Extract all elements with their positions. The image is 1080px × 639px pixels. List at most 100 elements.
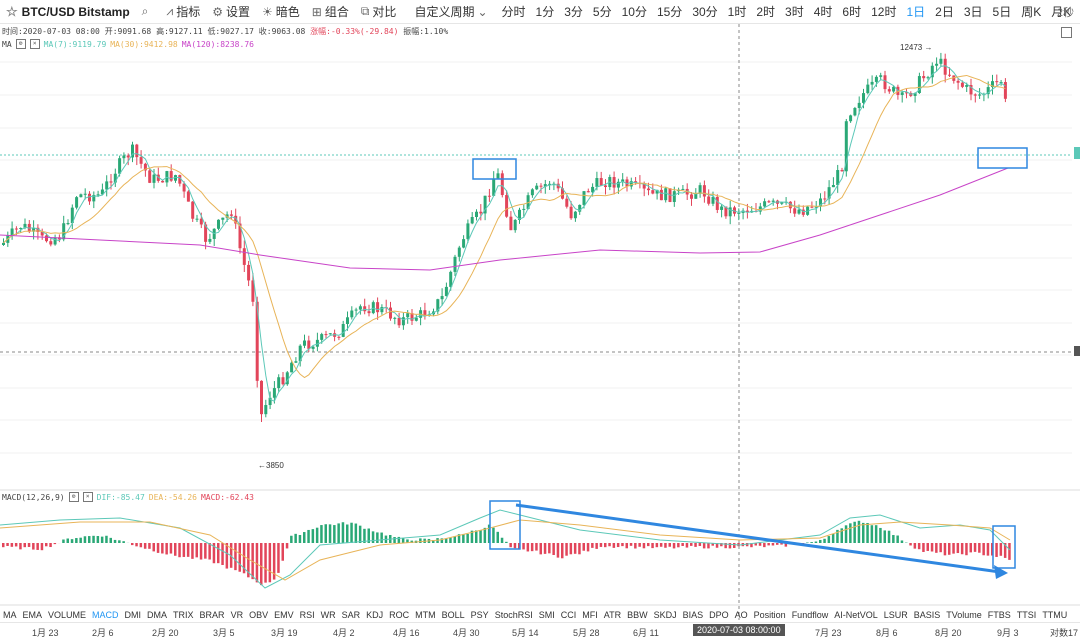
macd-bar <box>656 543 659 547</box>
candle <box>875 77 878 82</box>
macd-bar <box>995 543 998 557</box>
indicator-tab-24[interactable]: BBW <box>624 610 651 620</box>
ma-lines <box>0 66 1008 402</box>
indicator-tab-18[interactable]: PSY <box>468 610 492 620</box>
indicator-tab-32[interactable]: LSUR <box>881 610 911 620</box>
macd-bar <box>535 543 538 551</box>
candle <box>901 92 904 95</box>
candle <box>716 197 719 210</box>
candle <box>67 223 70 224</box>
indicator-tab-28[interactable]: AO <box>732 610 751 620</box>
indicator-tab-19[interactable]: StochRSI <box>492 610 536 620</box>
date-tick-1: 2月 6 <box>92 626 114 639</box>
candle <box>509 217 512 230</box>
macd-bar <box>307 530 310 543</box>
macd-bar <box>699 543 702 546</box>
macd-bar <box>982 543 985 555</box>
indicator-tab-4[interactable]: DMI <box>122 610 145 620</box>
candle <box>978 94 981 95</box>
indicator-tab-8[interactable]: VR <box>228 610 247 620</box>
macd-bar <box>600 543 603 547</box>
candle <box>15 228 18 229</box>
indicator-tab-0[interactable]: MA <box>0 610 20 620</box>
indicator-tab-6[interactable]: TRIX <box>170 610 197 620</box>
date-tick-2: 2月 20 <box>152 626 179 639</box>
macd-bar <box>234 543 237 570</box>
indicator-tab-13[interactable]: SAR <box>339 610 364 620</box>
indicator-tab-5[interactable]: DMA <box>144 610 170 620</box>
macd-bar <box>135 543 138 546</box>
indicator-tab-34[interactable]: TVolume <box>943 610 985 620</box>
candle <box>458 248 461 257</box>
date-tick-9: 5月 28 <box>573 626 600 639</box>
macd-bar <box>703 543 706 548</box>
indicator-tab-25[interactable]: SKDJ <box>651 610 680 620</box>
macd-bar <box>918 543 921 549</box>
candle <box>798 210 801 214</box>
macd-bar <box>630 543 633 546</box>
macd-bar <box>686 543 689 548</box>
macd-bar <box>221 543 224 565</box>
indicator-tab-27[interactable]: DPO <box>706 610 732 620</box>
indicator-tab-21[interactable]: CCI <box>558 610 580 620</box>
candle <box>105 181 108 189</box>
indicator-tab-23[interactable]: ATR <box>601 610 624 620</box>
candle <box>97 194 100 195</box>
candle <box>273 388 276 398</box>
candle <box>466 223 469 239</box>
candle <box>79 194 82 197</box>
candle <box>540 186 543 187</box>
indicator-tab-30[interactable]: Fundflow <box>789 610 832 620</box>
macd-bar <box>957 543 960 553</box>
indicator-tab-22[interactable]: MFI <box>579 610 601 620</box>
macd-bar <box>75 538 78 543</box>
scale-label[interactable]: 对数17 <box>1050 626 1078 639</box>
macd-bar <box>892 535 895 543</box>
candle <box>497 173 500 178</box>
indicator-tab-37[interactable]: TTMU <box>1039 610 1070 620</box>
indicator-tab-14[interactable]: KDJ <box>363 610 386 620</box>
indicator-tab-1[interactable]: EMA <box>20 610 46 620</box>
macd-bar <box>316 528 319 543</box>
macd-bar <box>613 543 616 548</box>
candle <box>939 59 942 64</box>
macd-bar <box>587 543 590 551</box>
candle <box>832 185 835 187</box>
indicator-tab-9[interactable]: OBV <box>246 610 271 620</box>
candle <box>651 190 654 193</box>
candle <box>346 317 349 324</box>
ma120-line <box>0 168 1008 270</box>
indicator-tab-31[interactable]: AI-NetVOL <box>831 610 881 620</box>
indicator-tab-15[interactable]: ROC <box>386 610 412 620</box>
candle <box>583 191 586 205</box>
indicator-tab-12[interactable]: WR <box>318 610 339 620</box>
macd-bar <box>849 523 852 543</box>
indicator-tab-29[interactable]: Position <box>751 610 789 620</box>
macd-bar <box>974 543 977 552</box>
indicator-tab-33[interactable]: BASIS <box>911 610 944 620</box>
macd-bar <box>114 540 117 543</box>
candle <box>337 337 340 338</box>
indicator-tab-10[interactable]: EMV <box>271 610 297 620</box>
indicator-tab-11[interactable]: RSI <box>297 610 318 620</box>
macd-bar <box>815 542 818 543</box>
highlight-box <box>473 159 516 179</box>
macd-bar <box>509 543 512 547</box>
indicator-tab-35[interactable]: FTBS <box>985 610 1014 620</box>
indicator-tab-26[interactable]: BIAS <box>680 610 707 620</box>
low-annotation: ←3850 <box>258 461 284 470</box>
candle <box>595 178 598 187</box>
indicator-tab-20[interactable]: SMI <box>536 610 558 620</box>
macd-bar <box>944 543 947 555</box>
macd-bar <box>6 543 9 546</box>
indicator-tab-7[interactable]: BRAR <box>197 610 228 620</box>
indicator-tab-36[interactable]: TTSI <box>1014 610 1040 620</box>
candle <box>888 89 891 91</box>
grid <box>0 24 1080 620</box>
indicator-tab-3[interactable]: MACD <box>89 610 122 620</box>
indicator-tab-16[interactable]: MTM <box>412 610 439 620</box>
indicator-tab-17[interactable]: BOLL <box>439 610 468 620</box>
macd-bar <box>832 534 835 543</box>
indicator-tab-2[interactable]: VOLUME <box>45 610 89 620</box>
